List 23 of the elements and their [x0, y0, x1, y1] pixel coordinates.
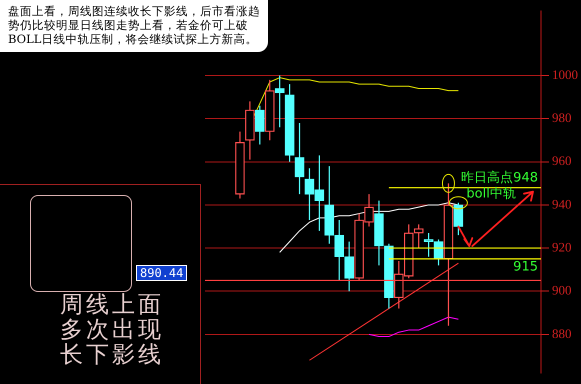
inset-picture: 周线上面多次出现长下影线 890.44 [0, 184, 201, 384]
candlestick [384, 243, 394, 310]
candlestick [235, 131, 245, 200]
candlestick [294, 122, 304, 195]
candlestick [264, 79, 275, 141]
y-tick-label: 980 [552, 110, 572, 126]
y-tick-label: 940 [552, 196, 572, 212]
candlestick [374, 200, 384, 266]
text: 盘面上看，周线图连续收长下影线，后市看涨趋势仍比较明显日线图走势上看，若金价可上破BOLL日线中轨压制，将会继续试探上方新高。 [0, 0, 268, 52]
candlestick [254, 105, 265, 146]
y-tick-label: 1000 [552, 66, 578, 82]
ref-line-label: 昨日高点948 [461, 170, 538, 186]
candlestick [274, 74, 284, 128]
candlestick [245, 100, 255, 160]
y-tick-label: 960 [552, 153, 572, 168]
text: boll中轨 [466, 186, 516, 202]
ref-line-label: 915 [513, 260, 538, 275]
candlestick [414, 224, 424, 249]
y-tick-label: 920 [552, 240, 572, 255]
y-tick-label: 880 [552, 326, 572, 341]
y-tick-label: 900 [552, 282, 572, 298]
candlestick [454, 202, 464, 236]
candlestick [284, 84, 294, 162]
